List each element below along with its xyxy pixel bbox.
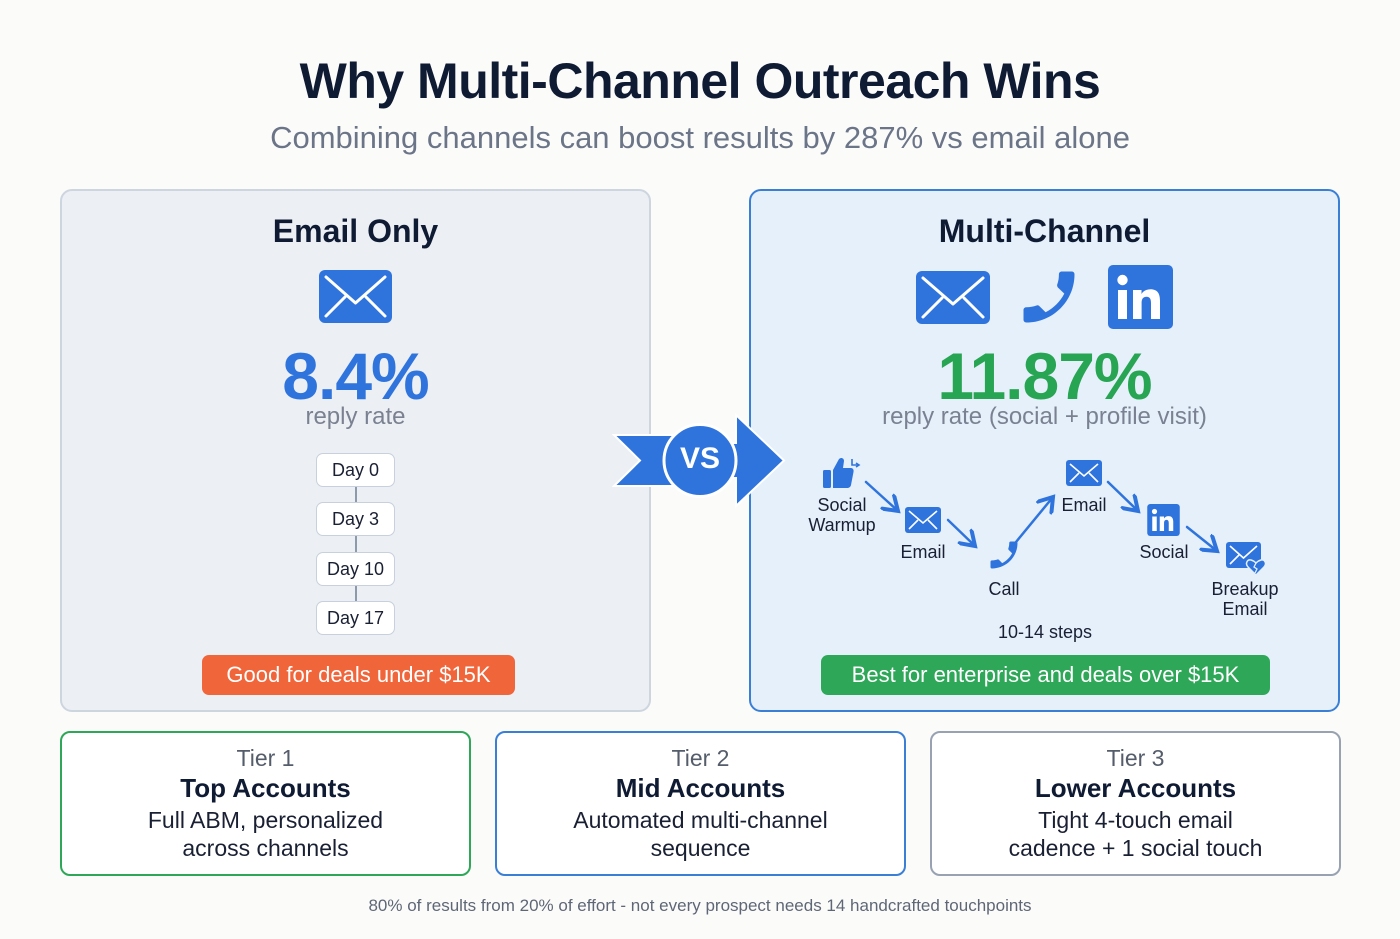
timeline-step: Day 3: [316, 502, 395, 536]
timeline-connector: [355, 586, 357, 602]
linkedin-icon: [1108, 265, 1173, 329]
vs-label: VS: [679, 442, 721, 475]
tier-number: Tier 2: [671, 745, 730, 771]
tier-number: Tier 1: [236, 745, 295, 771]
email-only-title: Email Only: [272, 213, 439, 249]
envelope-icon: [905, 507, 941, 533]
tier-description: Full ABM, personalized across channels: [147, 807, 384, 861]
tier-name: Mid Accounts: [615, 773, 786, 803]
flow-step-label: Breakup Email: [1211, 579, 1279, 619]
timeline-step: Day 17: [316, 601, 395, 635]
page-title: Why Multi-Channel Outreach Wins: [299, 53, 1101, 109]
tier-description: Automated multi-channel sequence: [573, 807, 828, 861]
email-only-reply-rate: 8.4%: [282, 339, 429, 413]
steps-count: 10-14 steps: [997, 622, 1093, 642]
envelope-icon: [916, 271, 990, 324]
sequence-flow-arrows: [864, 480, 1280, 625]
tier-card-3: Tier 3 Lower Accounts Tight 4-touch emai…: [930, 731, 1341, 876]
tier-description: Tight 4-touch email cadence + 1 social t…: [1008, 807, 1263, 861]
multi-channel-reply-rate-label: reply rate (social + profile visit): [882, 403, 1207, 430]
tier-number: Tier 3: [1106, 745, 1165, 771]
footer-note: 80% of results from 20% of effort - not …: [368, 896, 1032, 915]
tier-card-2: Tier 2 Mid Accounts Automated multi-chan…: [495, 731, 906, 876]
vs-arrow-icon: [612, 413, 786, 508]
phone-icon: [990, 541, 1018, 569]
tier-card-1: Tier 1 Top Accounts Full ABM, personaliz…: [60, 731, 471, 876]
tier-name: Top Accounts: [180, 773, 351, 803]
flow-step-label: Social Warmup: [808, 495, 876, 535]
flow-step-label: Email: [1061, 495, 1107, 515]
flow-step-label: Email: [900, 542, 946, 562]
phone-icon: [1023, 271, 1075, 323]
timeline-step: Day 0: [316, 453, 395, 487]
envelope-icon: [1066, 460, 1102, 486]
envelope-icon: [319, 270, 392, 323]
multi-channel-badge: Best for enterprise and deals over $15K: [821, 655, 1270, 695]
page-subtitle: Combining channels can boost results by …: [270, 120, 1130, 155]
multi-channel-title: Multi-Channel: [938, 213, 1151, 249]
multi-channel-reply-rate: 11.87%: [937, 339, 1152, 413]
thumbs-up-icon: [823, 457, 861, 488]
email-only-reply-rate-label: reply rate: [305, 403, 406, 430]
timeline-step: Day 10: [316, 552, 395, 586]
timeline-connector: [355, 536, 357, 552]
tier-name: Lower Accounts: [1034, 773, 1237, 803]
flow-step-label: Social: [1139, 542, 1189, 562]
flow-step-label: Call: [988, 579, 1020, 599]
broken-heart-envelope-icon: [1226, 542, 1266, 576]
email-only-badge: Good for deals under $15K: [202, 655, 515, 695]
multi-channel-panel: Multi-Channel: [749, 189, 1340, 712]
linkedin-icon: [1147, 504, 1180, 536]
timeline-connector: [355, 487, 357, 503]
